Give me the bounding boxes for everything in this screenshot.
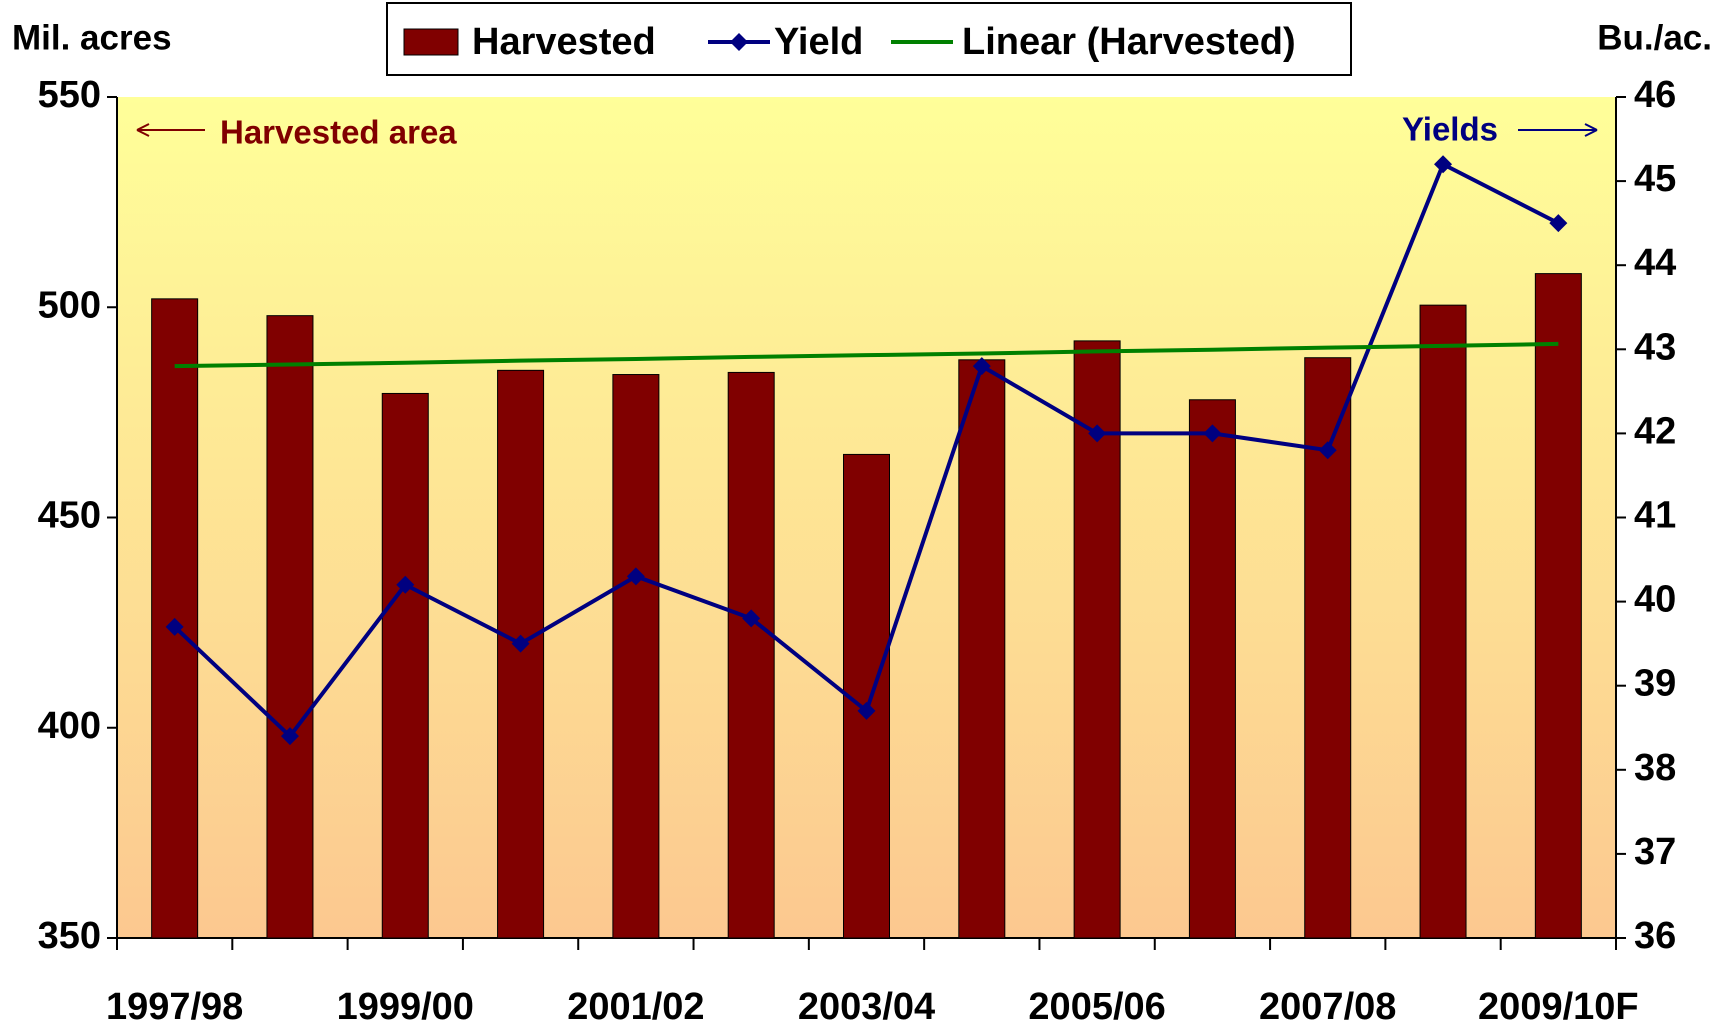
x-tick-label: 1997/98 xyxy=(106,986,243,1023)
y2-axis-title: Bu./ac. xyxy=(1597,18,1712,57)
bar xyxy=(1534,273,1582,939)
y2-tick-label: 36 xyxy=(1634,915,1676,957)
marker xyxy=(511,634,530,653)
arrow-head xyxy=(1584,123,1598,137)
marker xyxy=(626,567,645,586)
x-tick-label: 1999/00 xyxy=(337,986,474,1023)
bar xyxy=(1188,399,1236,939)
y-tick-label: 550 xyxy=(38,74,101,116)
y-tick-label: 400 xyxy=(38,705,101,747)
marker xyxy=(972,357,991,376)
marker xyxy=(1203,424,1222,443)
bar xyxy=(497,369,545,939)
y2-tick-label: 41 xyxy=(1634,495,1676,537)
marker xyxy=(165,617,184,636)
y2-tick-label: 42 xyxy=(1634,410,1676,452)
line xyxy=(174,341,1559,369)
x-tick-label: 2007/08 xyxy=(1259,986,1396,1023)
y2-tick-label: 37 xyxy=(1634,831,1676,873)
marker xyxy=(1088,424,1107,443)
y2-tick-label: 45 xyxy=(1634,158,1676,200)
y2-tick-label: 40 xyxy=(1634,579,1676,621)
x-tick-label: 2003/04 xyxy=(798,986,935,1023)
y2-tick-label: 39 xyxy=(1634,663,1676,705)
legend-label: Yield xyxy=(774,21,863,63)
marker xyxy=(1549,214,1568,233)
legend-label: Linear (Harvested) xyxy=(962,21,1296,63)
arrow-head xyxy=(136,123,150,137)
y-tick-label: 500 xyxy=(38,284,101,326)
marker xyxy=(742,609,761,628)
y2-tick-label: 44 xyxy=(1634,242,1676,284)
marker xyxy=(280,727,299,746)
x-tick-label: 2009/10F xyxy=(1478,986,1639,1023)
x-tick-label: 2001/02 xyxy=(567,986,704,1023)
legend-marker xyxy=(730,33,748,51)
marker xyxy=(1318,441,1337,460)
bar xyxy=(727,371,775,939)
x-tick-label: 2005/06 xyxy=(1028,986,1165,1023)
marker xyxy=(1434,155,1453,174)
bar xyxy=(381,392,429,939)
legend-label: Harvested xyxy=(472,21,656,63)
bar xyxy=(612,374,660,939)
bar xyxy=(958,359,1006,939)
y-axis-title: Mil. acres xyxy=(12,18,172,57)
y-tick-label: 350 xyxy=(38,915,101,957)
bar xyxy=(1419,304,1467,939)
marker xyxy=(396,575,415,594)
marker xyxy=(857,701,876,720)
legend-swatch xyxy=(403,28,459,56)
y2-tick-label: 43 xyxy=(1634,326,1676,368)
y2-tick-label: 38 xyxy=(1634,747,1676,789)
bar xyxy=(266,315,314,939)
annotation: Yields xyxy=(1402,111,1498,148)
y2-tick-label: 46 xyxy=(1634,74,1676,116)
y-tick-label: 450 xyxy=(38,495,101,537)
annotation: Harvested area xyxy=(220,114,457,151)
legend xyxy=(386,2,1352,76)
